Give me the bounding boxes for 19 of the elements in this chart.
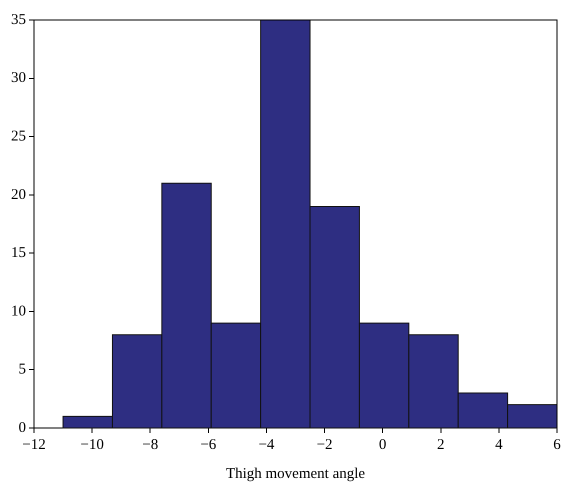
x-tick-label: −10 [80, 436, 104, 453]
x-axis-title: Thigh movement angle [226, 466, 366, 482]
x-tick-label: 2 [437, 436, 445, 453]
y-tick-label: 25 [11, 128, 26, 145]
x-tick-label: 4 [495, 436, 504, 453]
y-tick-label: 30 [11, 70, 26, 86]
x-tick-label: −6 [200, 436, 217, 453]
y-tick-label: 5 [18, 362, 26, 378]
y-tick-label: 35 [11, 12, 26, 28]
x-tick-label: −12 [22, 436, 46, 453]
x-tick-label: −4 [258, 436, 275, 453]
x-tick-label: −2 [316, 436, 333, 453]
y-tick-label: 20 [11, 186, 26, 203]
y-tick-label: 15 [11, 245, 26, 262]
x-tick-label: −8 [142, 436, 158, 453]
x-tick-label: 6 [553, 436, 562, 453]
y-tick-label: 0 [18, 420, 26, 436]
y-tick-label: 10 [11, 303, 26, 320]
x-tick-label: 0 [378, 436, 386, 453]
